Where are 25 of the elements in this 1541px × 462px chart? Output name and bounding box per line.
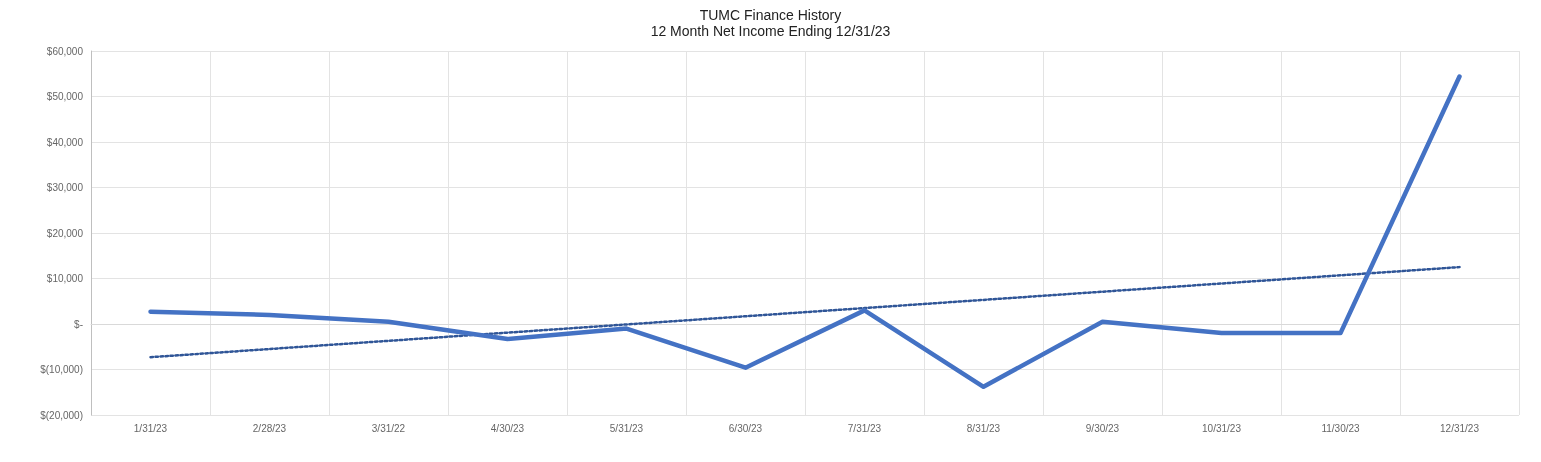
chart-title: TUMC Finance History	[699, 7, 842, 23]
line-series	[149, 265, 1461, 359]
x-tick-label: 7/31/23	[847, 422, 882, 434]
x-tick-label: 12/31/23	[1440, 422, 1480, 434]
chart-subtitle: 12 Month Net Income Ending 12/31/23	[650, 23, 891, 39]
x-tick-label: 3/31/22	[371, 422, 406, 434]
y-tick-label: $30,000	[46, 182, 84, 193]
x-tick-label: 4/30/23	[490, 422, 525, 434]
line-series	[148, 74, 1462, 390]
x-tick-label: 11/30/23	[1321, 422, 1361, 434]
y-tick-label: $60,000	[46, 45, 84, 57]
x-tick-label: 5/31/23	[609, 422, 644, 434]
y-tick-label: $50,000	[46, 91, 84, 102]
x-tick-label: 10/31/23	[1202, 422, 1242, 434]
y-tick-label: $-	[74, 318, 83, 330]
y-tick-label: $20,000	[46, 227, 84, 239]
x-tick-label: 2/28/23	[252, 422, 287, 434]
y-tick-label: $10,000	[46, 273, 84, 284]
x-tick-label: 1/31/23	[133, 422, 168, 434]
x-tick-label: 6/30/23	[728, 422, 763, 434]
x-tick-label: 9/30/23	[1085, 422, 1120, 434]
x-tick-label: 8/31/23	[966, 422, 1001, 434]
y-tick-label: $40,000	[46, 136, 84, 148]
y-tick-label: $(20,000)	[40, 409, 83, 421]
y-tick-label: $(10,000)	[40, 364, 83, 375]
